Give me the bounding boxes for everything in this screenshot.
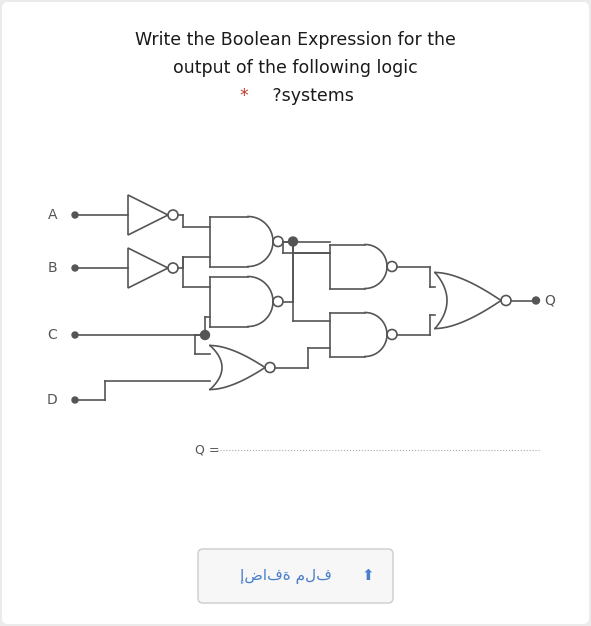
- Circle shape: [72, 265, 78, 271]
- Circle shape: [72, 332, 78, 338]
- Circle shape: [72, 212, 78, 218]
- Text: Q: Q: [544, 294, 555, 307]
- Text: D: D: [46, 393, 57, 407]
- Text: ?systems: ?systems: [267, 87, 354, 105]
- Text: ⬆: ⬆: [361, 568, 374, 583]
- Text: *: *: [239, 87, 248, 105]
- Circle shape: [532, 297, 540, 304]
- Text: Q =: Q =: [195, 443, 219, 456]
- Text: output of the following logic: output of the following logic: [173, 59, 418, 77]
- Text: إضافة ملف: إضافة ملف: [239, 568, 332, 583]
- Circle shape: [288, 237, 297, 246]
- Text: Write the Boolean Expression for the: Write the Boolean Expression for the: [135, 31, 456, 49]
- Text: C: C: [47, 328, 57, 342]
- FancyBboxPatch shape: [198, 549, 393, 603]
- Text: A: A: [47, 208, 57, 222]
- Circle shape: [72, 397, 78, 403]
- Text: B: B: [47, 261, 57, 275]
- Circle shape: [200, 331, 209, 339]
